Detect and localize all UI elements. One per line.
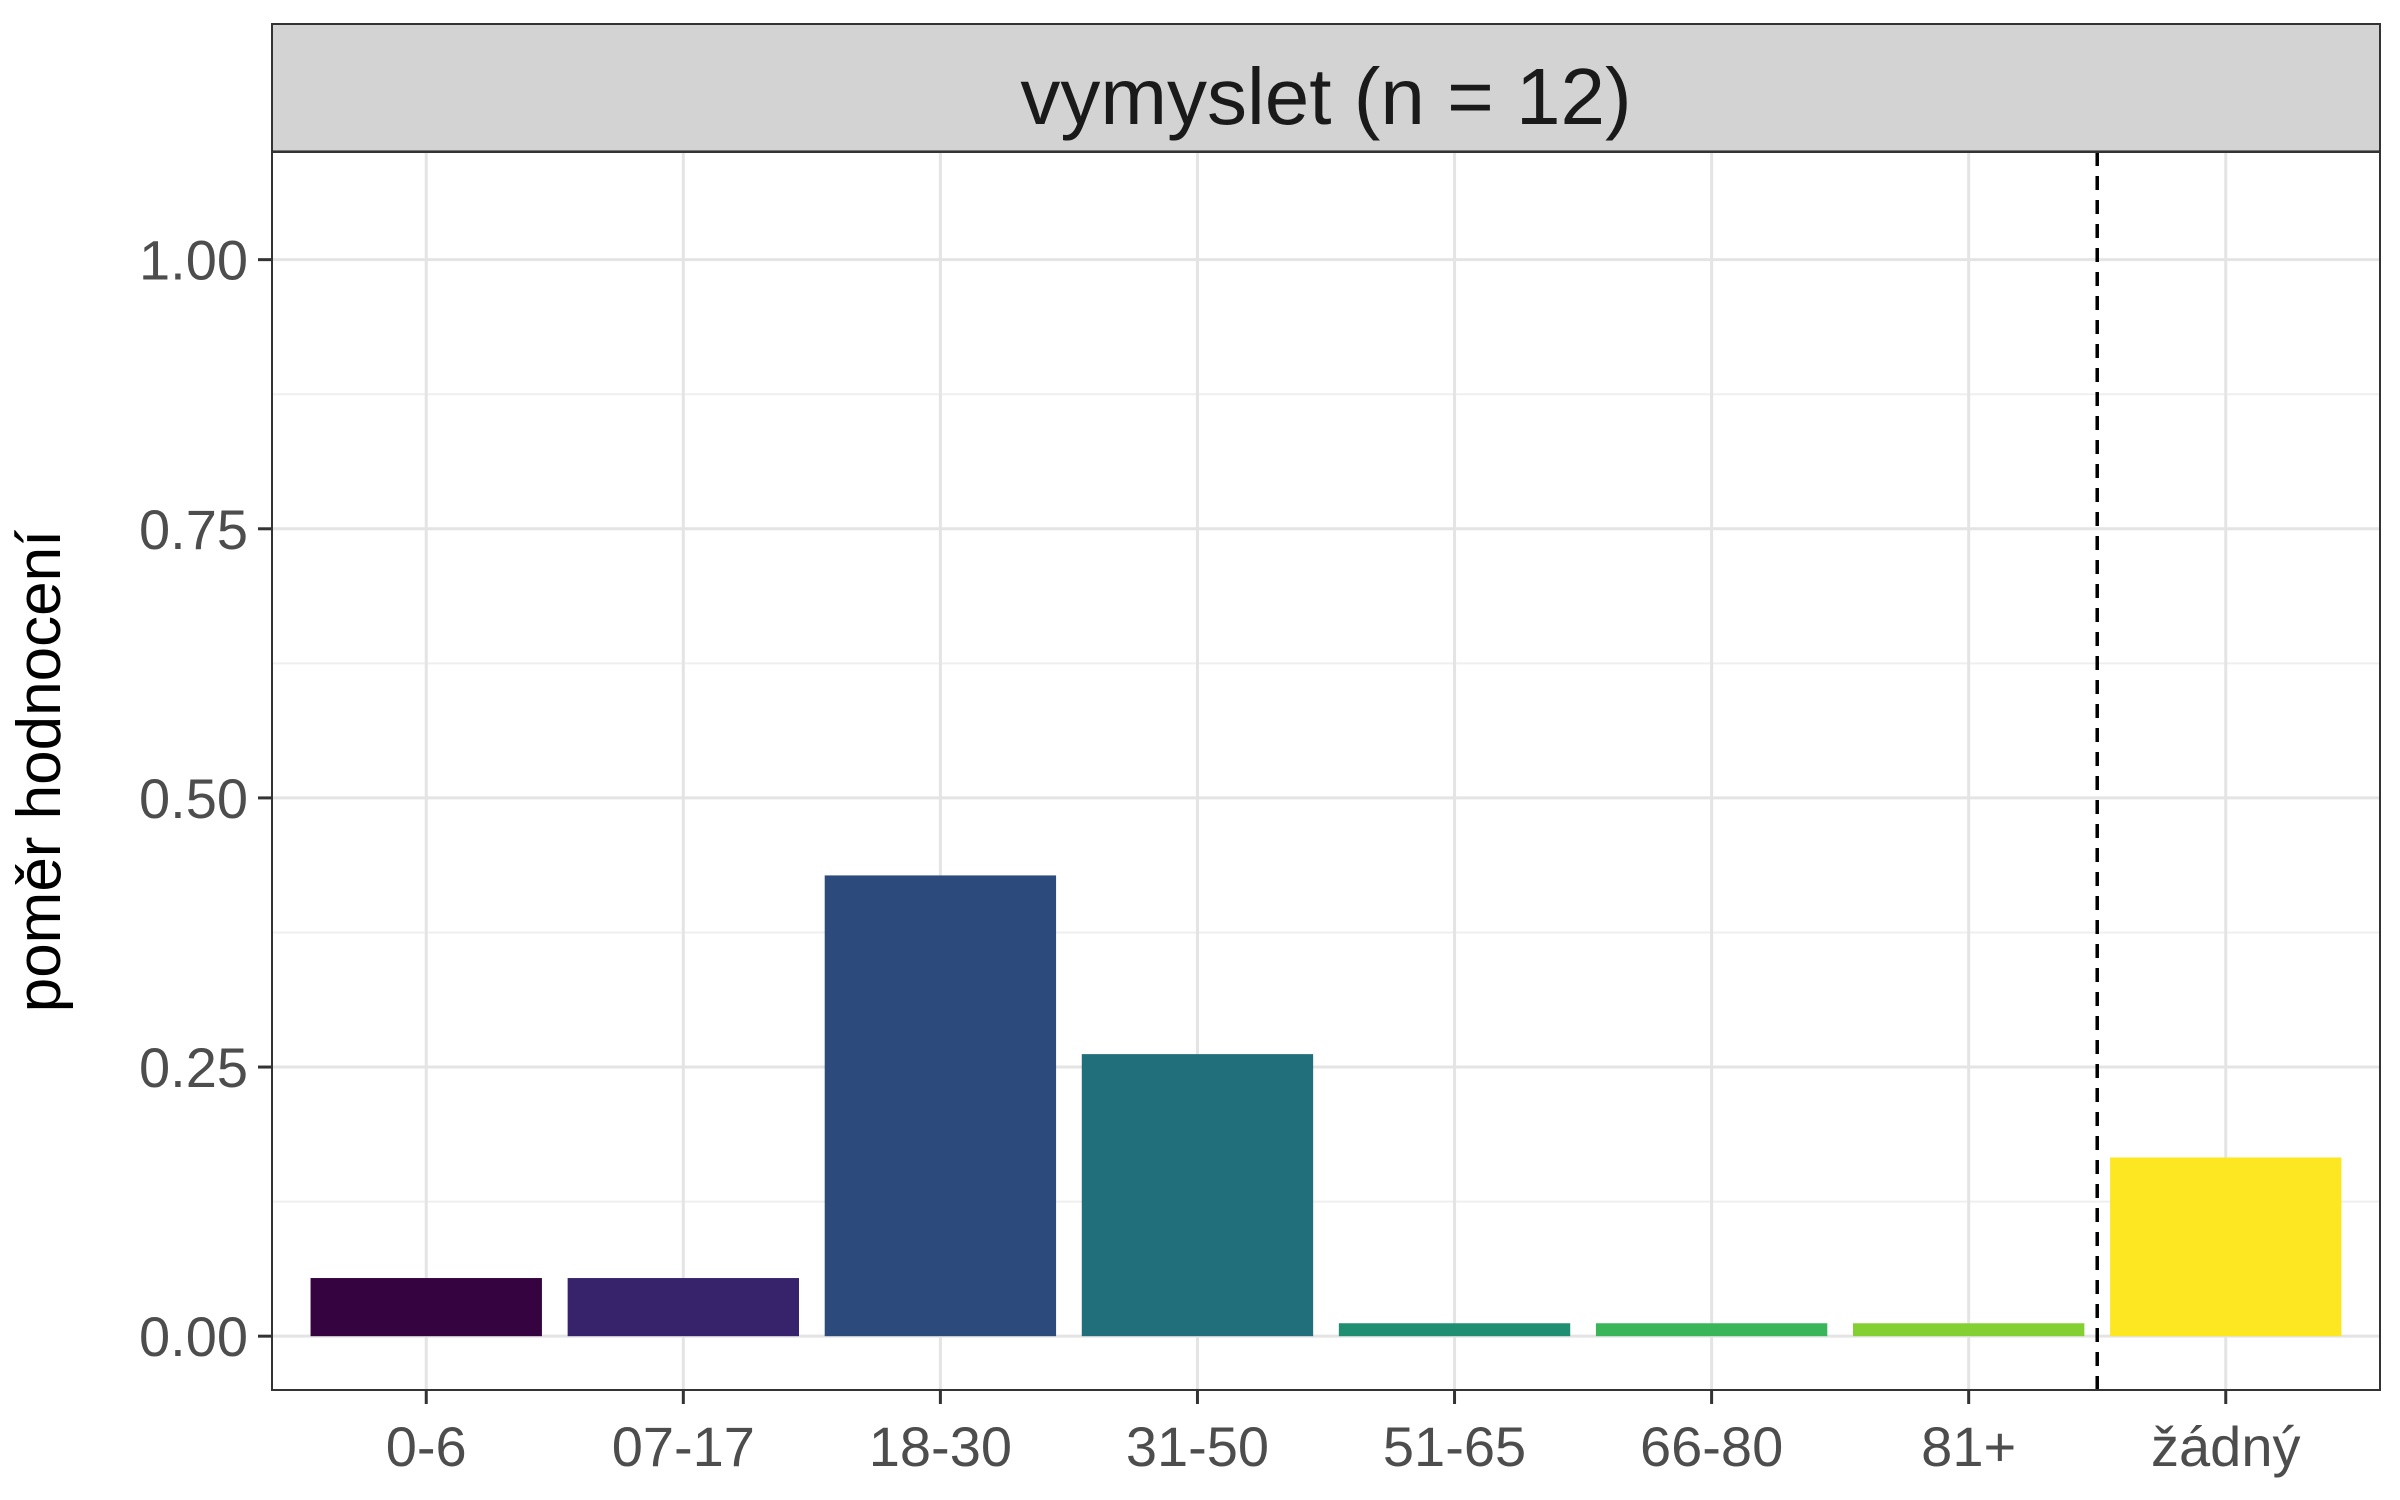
x-tick-label: žádný [2151, 1415, 2300, 1478]
y-tick-label: 0.25 [139, 1036, 248, 1099]
bar-51-65 [1338, 1323, 1571, 1337]
plot-panel [272, 152, 2380, 1390]
y-tick-label: 0.75 [139, 498, 248, 561]
bar-81+ [1853, 1323, 2085, 1337]
bar-66-80 [1595, 1323, 1828, 1337]
grid [272, 152, 2380, 1390]
y-tick-label: 0.00 [139, 1305, 248, 1368]
y-axis-title: poměr hodnocení [5, 530, 74, 1013]
bars [310, 875, 2342, 1337]
x-tick-label: 18-30 [869, 1415, 1012, 1478]
x-tick-label: 07-17 [612, 1415, 755, 1478]
bar-0-6 [310, 1278, 542, 1337]
x-tick-label: 0-6 [386, 1415, 467, 1478]
bar-žádný [2110, 1157, 2342, 1337]
bar-31-50 [1081, 1054, 1314, 1337]
facet-strip [271, 23, 2381, 153]
x-tick-label: 31-50 [1126, 1415, 1269, 1478]
x-axis: 0-6 07-17 18-30 31-50 51-65 66-80 81+ žádný [386, 1390, 2300, 1478]
bar-07-17 [567, 1278, 799, 1337]
bar-18-30 [824, 875, 1057, 1337]
y-axis: 0.00 0.25 0.50 0.75 1.00 [139, 229, 272, 1368]
y-tick-label: 1.00 [139, 229, 248, 292]
y-tick-label: 0.50 [139, 767, 248, 830]
panel-border [271, 151, 2381, 1391]
x-tick-label: 51-65 [1383, 1415, 1526, 1478]
x-tick-label: 66-80 [1640, 1415, 1783, 1478]
chart-title: vymyslet (n = 12) [1020, 52, 1631, 141]
x-tick-label: 81+ [1921, 1415, 2016, 1478]
